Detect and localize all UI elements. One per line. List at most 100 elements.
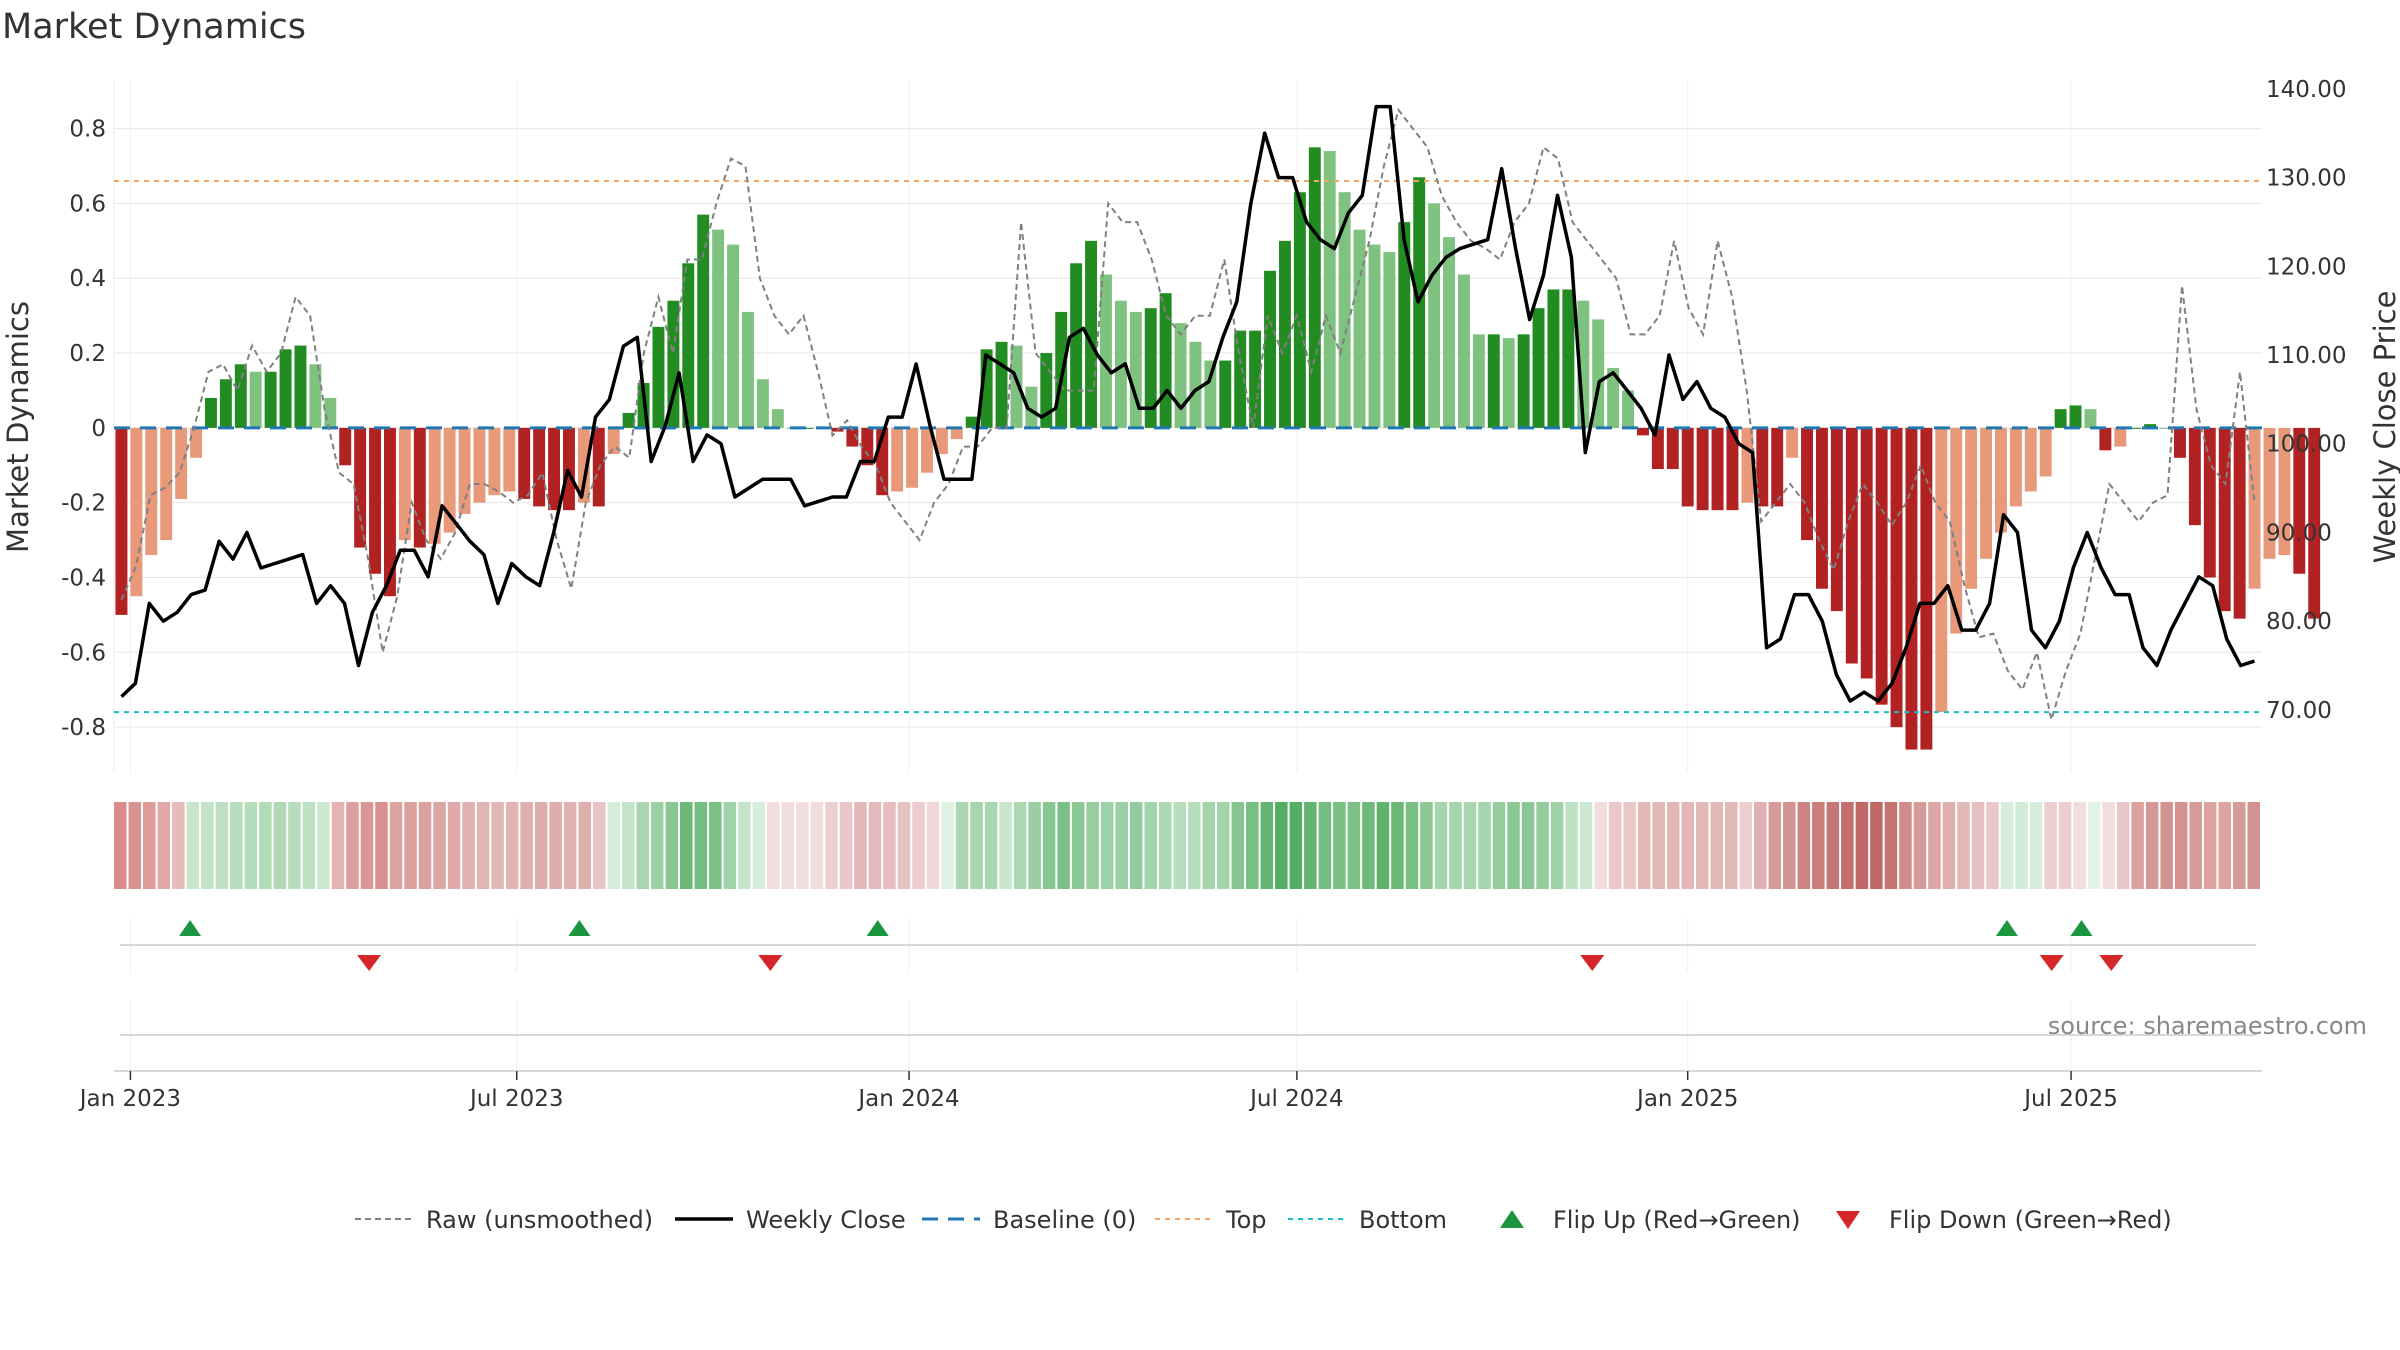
strip-cell-53 — [883, 802, 896, 889]
bar-58 — [980, 349, 993, 428]
strip-cell-87 — [1376, 802, 1390, 889]
strip-cell-38 — [665, 802, 679, 889]
strip-cell-58 — [955, 802, 969, 889]
bar-17 — [369, 427, 382, 574]
bar-109 — [1741, 427, 1754, 503]
bar-120 — [1905, 427, 1918, 750]
bar-63 — [1055, 311, 1068, 428]
flip-up-marker-3 — [1995, 920, 2018, 936]
strip-cell-138 — [2116, 802, 2130, 889]
x-tick-1: Jul 2023 — [468, 1086, 564, 1112]
strip-cell-98 — [1536, 802, 1549, 889]
bar-31 — [577, 427, 590, 503]
bar-122 — [1935, 427, 1948, 713]
bar-119 — [1890, 427, 1903, 728]
bar-42 — [741, 311, 754, 428]
right-tick-4: 100.00 — [2266, 432, 2346, 458]
bar-141 — [2218, 427, 2231, 612]
strip-cell-144 — [2203, 802, 2217, 889]
strip-cell-44 — [752, 802, 766, 889]
bar-18 — [383, 427, 396, 597]
bar-28 — [533, 427, 546, 507]
strip-cell-55 — [912, 802, 925, 889]
strip-cell-36 — [636, 802, 649, 889]
bar-23 — [458, 427, 471, 514]
strip-cell-112 — [1739, 802, 1753, 889]
strip-cell-79 — [1260, 802, 1274, 889]
bar-74 — [1219, 360, 1232, 428]
strip-cell-14 — [317, 802, 330, 889]
strip-cell-6 — [201, 802, 214, 889]
bar-89 — [1443, 237, 1456, 428]
bar-70 — [1159, 293, 1172, 428]
bar-134 — [2114, 427, 2127, 447]
regime-strip — [114, 802, 2260, 889]
bar-40 — [712, 229, 725, 428]
bar-3 — [160, 427, 173, 541]
strip-cell-127 — [1957, 802, 1970, 889]
bar-57 — [965, 416, 978, 428]
bar-34 — [622, 412, 635, 428]
strip-cell-92 — [1449, 802, 1462, 889]
bar-55 — [935, 427, 948, 455]
bar-24 — [473, 427, 486, 503]
strip-cell-133 — [2044, 802, 2057, 889]
strip-cell-140 — [2145, 802, 2159, 889]
bar-140 — [2203, 427, 2216, 578]
bar-101 — [1622, 390, 1635, 428]
bar-46 — [801, 427, 814, 429]
bar-139 — [2188, 427, 2201, 526]
bar-97 — [1562, 289, 1575, 428]
bar-142 — [2233, 427, 2246, 619]
strip-cell-143 — [2189, 802, 2202, 889]
legend: Raw (unsmoothed) Weekly Close Baseline (0)… — [355, 1206, 2172, 1234]
strip-cell-35 — [621, 802, 635, 889]
strip-cell-80 — [1275, 802, 1288, 889]
left-tick-1: 0.6 — [69, 191, 106, 217]
legend-item-flipup: Flip Up (Red→Green) — [1500, 1206, 1801, 1234]
strip-cell-61 — [999, 802, 1012, 889]
strip-cell-106 — [1652, 802, 1665, 889]
strip-cell-123 — [1899, 802, 1912, 889]
strip-cell-75 — [1202, 802, 1216, 889]
strip-cell-132 — [2029, 802, 2043, 889]
bar-49 — [846, 427, 859, 447]
bar-100 — [1607, 368, 1620, 428]
strip-cell-134 — [2058, 802, 2072, 889]
bar-6 — [204, 397, 217, 428]
bar-22 — [443, 427, 456, 533]
strip-cell-27 — [505, 802, 519, 889]
bar-20 — [413, 427, 426, 548]
bar-130 — [2054, 409, 2067, 428]
strip-cell-47 — [796, 802, 809, 889]
flip-down-marker-0 — [357, 955, 382, 971]
strip-cell-102 — [1594, 802, 1607, 889]
bar-92 — [1487, 334, 1500, 428]
strip-cell-105 — [1637, 802, 1651, 889]
flip-up-marker-1 — [568, 920, 591, 936]
right-tick-5: 90.00 — [2266, 520, 2332, 546]
right-tick-3: 110.00 — [2266, 343, 2346, 369]
strip-cell-26 — [491, 802, 504, 889]
bar-59 — [995, 341, 1008, 428]
bar-123 — [1950, 427, 1963, 634]
bar-36 — [652, 326, 665, 428]
legend-label-bottom: Bottom — [1359, 1206, 1447, 1234]
bar-94 — [1517, 334, 1530, 428]
bar-95 — [1532, 308, 1545, 428]
left-tick-0: 0.8 — [69, 117, 106, 143]
right-tick-2: 120.00 — [2266, 254, 2346, 280]
strip-cell-97 — [1521, 802, 1535, 889]
bar-115 — [1830, 427, 1843, 612]
bar-62 — [1040, 353, 1053, 428]
strip-cell-31 — [563, 802, 577, 889]
bar-135 — [2129, 427, 2142, 429]
price-lines — [120, 104, 2256, 720]
strip-cell-29 — [534, 802, 548, 889]
bar-114 — [1815, 427, 1828, 589]
legend-item-baseline: Baseline (0) — [922, 1206, 1136, 1234]
legend-label-top: Top — [1225, 1206, 1267, 1234]
bar-80 — [1308, 147, 1321, 428]
x-tick-2: Jan 2024 — [856, 1086, 959, 1112]
strip-cell-2 — [143, 802, 156, 889]
